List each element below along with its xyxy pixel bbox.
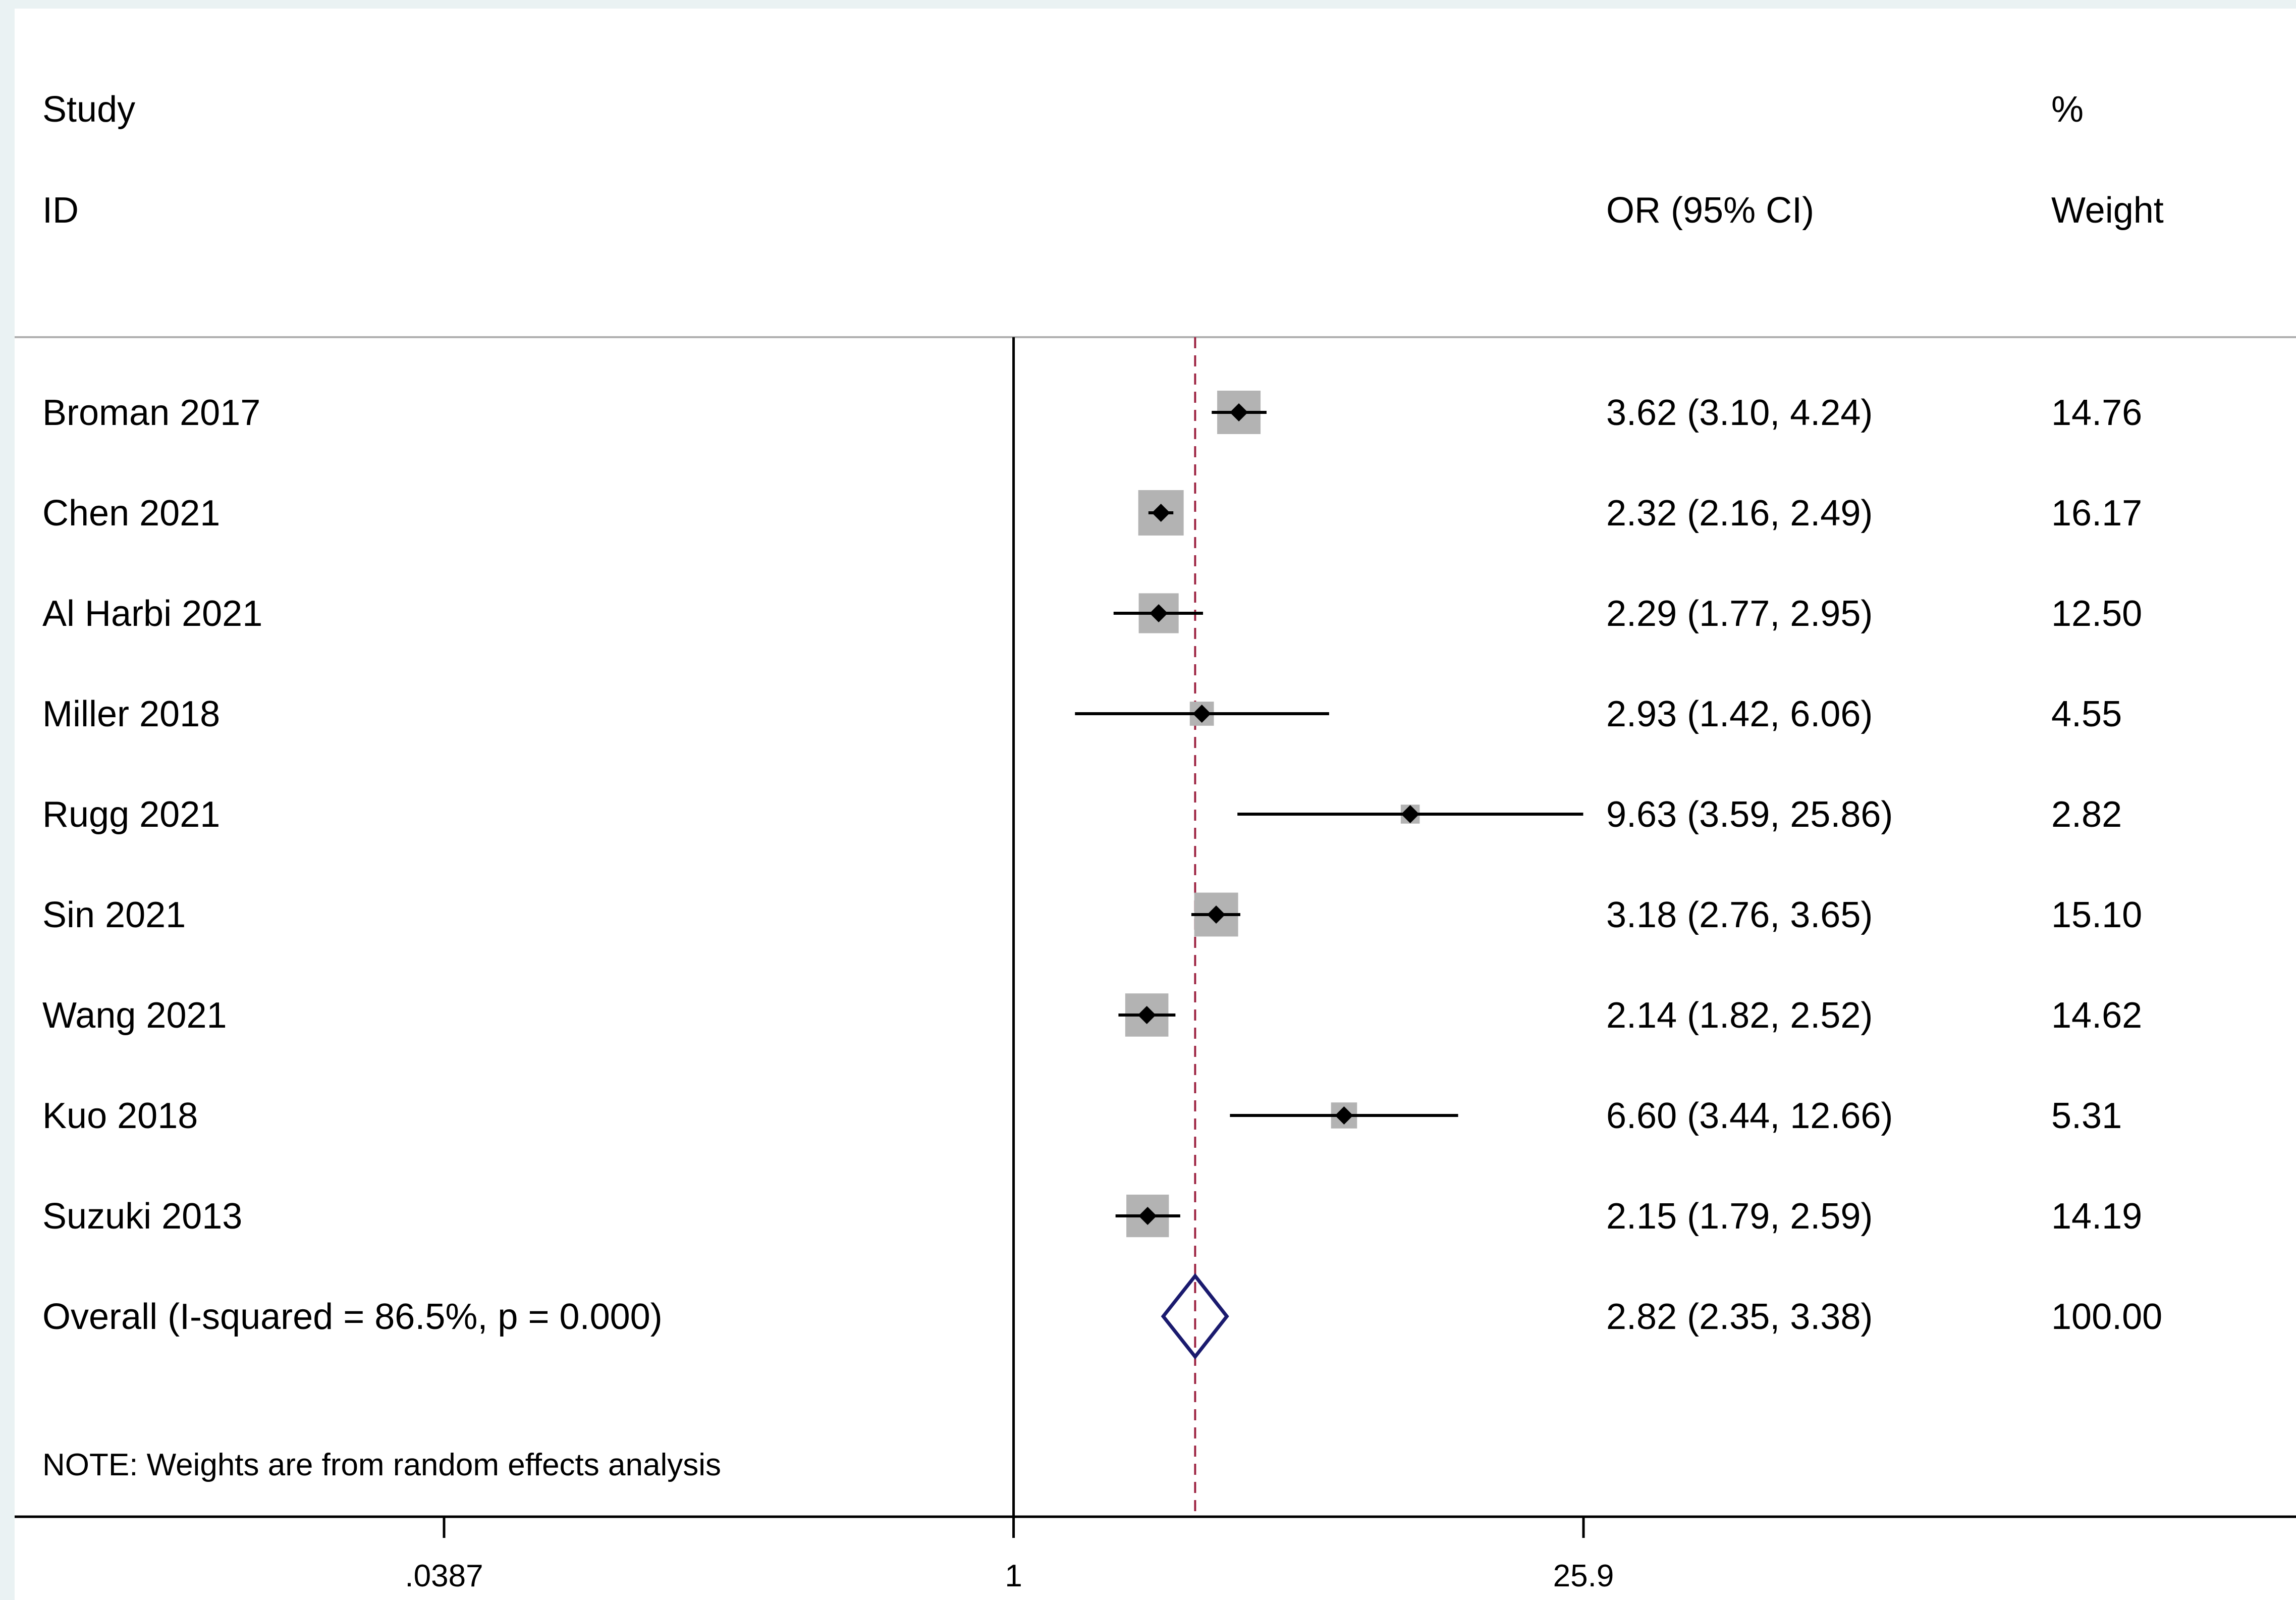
weight-label: 14.19 [2051,1196,2142,1237]
x-tick-label: .0387 [405,1559,483,1593]
study-label: Miller 2018 [42,694,220,734]
overall-or-ci-label: 2.82 (2.35, 3.38) [1606,1297,1873,1337]
point-estimate [1138,1207,1157,1225]
header-study: Study [42,89,135,130]
point-estimate [1335,1106,1353,1125]
point-estimate [1150,604,1168,622]
weight-label: 16.17 [2051,493,2142,534]
study-label: Wang 2021 [42,995,227,1036]
plot-area [15,9,2296,1600]
weight-label: 12.50 [2051,594,2142,634]
study-label: Chen 2021 [42,493,220,534]
or-ci-label: 2.32 (2.16, 2.49) [1606,493,1873,534]
point-estimate [1192,705,1211,723]
note: NOTE: Weights are from random effects an… [42,1448,721,1482]
or-ci-label: 9.63 (3.59, 25.86) [1606,794,1893,835]
point-estimate [1152,504,1170,522]
point-estimate [1207,905,1226,924]
or-ci-label: 3.62 (3.10, 4.24) [1606,393,1873,433]
point-estimate [1401,805,1419,823]
x-tick-label: 25.9 [1553,1559,1614,1593]
or-ci-label: 3.18 (2.76, 3.65) [1606,895,1873,935]
weight-label: 4.55 [2051,694,2122,734]
study-label: Suzuki 2013 [42,1196,242,1237]
study-label: Rugg 2021 [42,794,220,835]
header-effect: OR (95% CI) [1606,190,1814,231]
overall-label: Overall (I-squared = 86.5%, p = 0.000) [42,1297,663,1337]
study-label: Broman 2017 [42,393,260,433]
weight-label: 2.82 [2051,794,2122,835]
point-estimate [1137,1006,1156,1024]
header-weight: Weight [2051,190,2164,231]
overall-weight-label: 100.00 [2051,1297,2162,1337]
x-tick-label: 1 [1005,1559,1022,1593]
overall-diamond [1161,1273,1229,1360]
or-ci-label: 2.93 (1.42, 6.06) [1606,694,1873,734]
weight-label: 14.76 [2051,393,2142,433]
or-ci-label: 2.15 (1.79, 2.59) [1606,1196,1873,1237]
study-label: Sin 2021 [42,895,186,935]
header-percent: % [2051,89,2084,130]
point-estimate [1230,403,1248,421]
header-id: ID [42,190,79,231]
or-ci-label: 2.14 (1.82, 2.52) [1606,995,1873,1036]
weight-label: 5.31 [2051,1096,2122,1136]
study-label: Al Harbi 2021 [42,594,262,634]
or-ci-label: 6.60 (3.44, 12.66) [1606,1096,1893,1136]
weight-label: 14.62 [2051,995,2142,1036]
study-label: Kuo 2018 [42,1096,198,1136]
weight-label: 15.10 [2051,895,2142,935]
or-ci-label: 2.29 (1.77, 2.95) [1606,594,1873,634]
